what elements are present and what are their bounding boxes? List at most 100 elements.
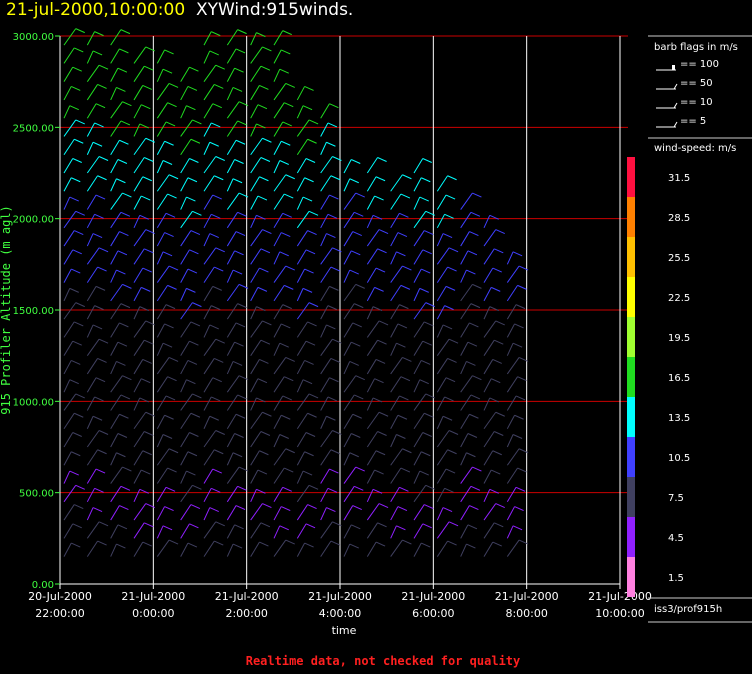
wind-barb-staff [390,487,400,503]
wind-barb-flag [257,469,268,475]
wind-barb-flag [517,467,527,473]
wind-barb-staff [203,50,211,64]
wind-barb-staff [86,103,97,119]
wind-barb-flag [71,268,81,274]
wind-barb-staff [203,430,217,448]
wind-barb-staff [203,233,211,247]
wind-barb-staff [296,138,309,156]
wind-barb-flag [282,304,292,310]
wind-barb-staff [366,215,374,229]
wind-barb-flag [262,229,272,235]
wind-barb-flag [238,466,249,472]
wind-barb-flag [168,356,179,362]
wind-barb-flag [164,506,174,512]
wind-barb-staff [110,486,122,503]
wind-barb-flag [186,105,196,111]
wind-barb-staff [250,339,262,356]
wind-barb-staff [320,266,332,283]
x-tick-label-time: 22:00:00 [35,607,84,620]
wind-barb-staff [436,338,450,356]
wind-barb-flag [144,248,154,254]
wind-barb-flag [144,157,154,162]
wind-barb-staff [110,101,123,119]
wind-barb-flag [512,525,523,531]
wind-barb-flag [304,85,314,91]
wind-barb-staff [460,269,467,283]
wind-barb-flag [211,487,221,493]
wind-barb-flag [214,449,224,455]
wind-barb-flag [352,322,362,328]
wind-barb-staff [390,285,402,302]
wind-barb-staff [483,287,492,302]
wind-barb-flag [120,485,131,491]
wind-barb-staff [63,542,72,557]
wind-barb-flag [94,305,104,311]
wind-barb-flag [445,285,456,291]
wind-barb-staff [460,250,469,265]
wind-barb-staff [226,250,236,265]
wind-barb-flag [444,305,454,311]
wind-barb-staff [133,320,147,338]
wind-barb-flag [262,320,272,326]
wind-barb-flag [489,306,499,312]
wind-barb-staff [86,324,94,338]
wind-barb-flag [94,122,104,128]
wind-barb-flag [491,286,501,292]
wind-barb-flag [139,214,149,220]
wind-barb-flag [71,542,81,548]
wind-barb-staff [436,488,446,503]
wind-barb-flag [285,82,295,88]
wind-barb-staff [63,177,72,192]
wind-barb-staff [156,140,166,155]
wind-barb-staff [436,358,449,375]
barb-legend-label: == 50 [680,78,713,89]
wind-barb-flag [259,84,269,90]
wind-barb-flag [445,194,456,200]
wind-barb-flag [378,229,389,235]
wind-barb-staff [366,195,376,210]
wind-barb-staff [320,468,330,484]
wind-barb-flag [69,196,79,202]
wind-barb-flag [98,247,109,253]
wind-barb-flag [97,449,107,455]
wind-barb-flag [327,122,338,128]
wind-barb-staff [133,287,142,302]
barb-legend-title: barb flags in m/s [654,42,738,53]
wind-barb-staff [320,488,329,503]
wind-barb-flag [215,247,225,253]
wind-barb-staff [133,469,142,484]
wind-barb-staff [203,84,215,101]
wind-barb-flag [442,233,453,239]
wind-barb-flag [144,339,154,345]
wind-barb-staff [483,320,497,338]
wind-barb-staff [320,324,327,338]
wind-barb-flag [139,397,149,403]
wind-barb-staff [366,176,377,192]
wind-barb-staff [273,487,284,503]
wind-barb-flag [95,468,106,474]
wind-barb-flag [494,339,504,345]
wind-barb-staff [413,196,421,210]
wind-barb-flag [470,303,481,309]
wind-barb-staff [273,525,281,539]
wind-barb-flag [349,360,359,366]
wind-barb-flag [419,470,429,476]
wind-barb-staff [180,119,193,137]
wind-barb-flag [164,140,174,146]
wind-barb-flag [302,287,313,293]
wind-barb-flag [308,484,319,490]
wind-barb-staff [273,357,287,375]
wind-barb-staff [133,450,144,466]
wind-barb-staff [203,338,217,356]
wind-barb-staff [366,229,380,247]
wind-barb-staff [483,469,492,484]
wind-barb-flag [445,377,456,383]
wind-barb-flag [122,192,132,198]
wind-barb-flag [186,287,196,293]
wind-barb-flag [162,434,173,439]
wind-barb-flag [168,82,179,88]
wind-barb-staff [63,66,74,82]
wind-barb-flag [167,193,177,199]
wind-barb-staff [343,466,357,484]
wind-barb-flag [234,341,244,347]
